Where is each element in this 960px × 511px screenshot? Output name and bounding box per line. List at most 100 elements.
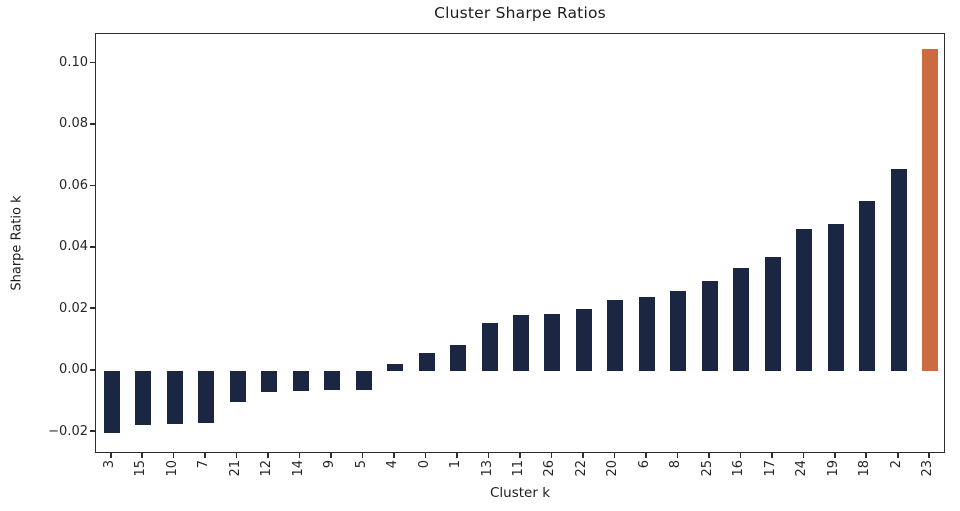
- bar-cluster-11: [513, 314, 529, 371]
- plot-area: [95, 33, 945, 453]
- bar-cluster-14: [292, 370, 309, 391]
- bar-cluster-16: [733, 267, 750, 371]
- y-tick-mark-0.06: [90, 184, 95, 187]
- x-tick-mark-5: [361, 453, 364, 458]
- x-tick-mark-12: [267, 453, 269, 458]
- x-tick-mark-7: [204, 453, 206, 458]
- x-tick-mark-19: [834, 453, 836, 458]
- x-tick-label-19: 19: [825, 460, 841, 477]
- x-tick-mark-14: [298, 453, 301, 458]
- x-tick-label-2: 2: [888, 460, 904, 469]
- y-tick-mark-0.02: [90, 307, 95, 310]
- x-tick-mark-2: [896, 453, 899, 458]
- x-tick-mark-17: [771, 453, 773, 458]
- x-tick-mark-20: [613, 453, 616, 458]
- x-tick-mark-26: [550, 453, 553, 458]
- x-tick-mark-16: [739, 453, 742, 458]
- x-tick-label-17: 17: [762, 460, 778, 477]
- x-tick-mark-18: [865, 453, 868, 458]
- bar-cluster-12: [261, 370, 278, 392]
- y-axis-label: Sharpe Ratio k: [9, 195, 25, 291]
- bar-cluster-20: [607, 299, 624, 371]
- x-tick-mark-8: [676, 453, 679, 458]
- bar-cluster-25: [701, 280, 718, 371]
- x-tick-label-8: 8: [668, 460, 684, 469]
- bar-cluster-17: [764, 257, 781, 371]
- bar-cluster-15: [135, 370, 152, 425]
- x-tick-mark-21: [235, 453, 238, 458]
- x-tick-label-3: 3: [101, 460, 117, 469]
- bar-cluster-24: [796, 228, 813, 371]
- bar-cluster-26: [544, 313, 561, 371]
- x-tick-label-15: 15: [133, 460, 149, 477]
- x-tick-label-1: 1: [448, 460, 464, 469]
- bar-cluster-23: [922, 49, 939, 371]
- bar-cluster-0: [418, 353, 435, 371]
- x-tick-mark-10: [172, 453, 175, 458]
- bar-cluster-21: [229, 370, 246, 402]
- y-tick-label-−0.02: −0.02: [48, 423, 88, 439]
- x-tick-mark-15: [141, 453, 144, 458]
- x-tick-mark-6: [645, 453, 647, 458]
- y-tick-label-0.06: 0.06: [59, 177, 88, 193]
- bar-cluster-6: [638, 297, 655, 371]
- bar-cluster-19: [827, 223, 844, 371]
- x-tick-label-21: 21: [227, 460, 243, 477]
- x-tick-label-6: 6: [636, 460, 652, 469]
- x-tick-label-10: 10: [164, 460, 180, 477]
- bar-cluster-18: [859, 201, 876, 371]
- x-tick-label-23: 23: [920, 460, 936, 477]
- x-tick-mark-13: [487, 453, 490, 458]
- x-tick-label-12: 12: [259, 460, 275, 477]
- x-tick-mark-23: [928, 453, 931, 458]
- x-tick-label-5: 5: [353, 460, 369, 469]
- y-tick-mark-0.04: [90, 246, 95, 248]
- x-tick-mark-22: [582, 453, 584, 458]
- x-tick-label-25: 25: [699, 460, 715, 477]
- x-tick-mark-0: [424, 453, 427, 458]
- x-tick-mark-9: [330, 453, 332, 458]
- bar-cluster-2: [890, 168, 907, 371]
- x-tick-label-14: 14: [290, 460, 306, 477]
- bar-cluster-5: [355, 370, 372, 391]
- x-tick-label-4: 4: [385, 460, 401, 469]
- bar-cluster-10: [166, 370, 183, 424]
- x-tick-label-7: 7: [196, 460, 212, 469]
- x-tick-label-13: 13: [479, 460, 495, 477]
- y-tick-label-0.08: 0.08: [59, 116, 88, 132]
- x-tick-label-11: 11: [511, 460, 526, 477]
- y-tick-label-0.04: 0.04: [59, 239, 88, 255]
- x-tick-label-18: 18: [857, 460, 873, 477]
- x-tick-label-0: 0: [416, 460, 432, 469]
- bar-cluster-13: [481, 322, 498, 371]
- x-tick-mark-11: [519, 453, 521, 458]
- x-tick-mark-4: [393, 453, 395, 458]
- x-tick-label-26: 26: [542, 460, 558, 477]
- x-tick-mark-1: [456, 453, 458, 458]
- bar-cluster-3: [103, 370, 120, 434]
- y-tick-label-0.10: 0.10: [59, 54, 88, 70]
- x-tick-label-16: 16: [731, 460, 747, 477]
- bar-cluster-1: [450, 344, 467, 371]
- bar-cluster-8: [670, 290, 687, 371]
- chart-title: Cluster Sharpe Ratios: [434, 4, 606, 22]
- x-tick-label-24: 24: [794, 460, 810, 477]
- y-tick-mark-0.10: [90, 61, 95, 64]
- x-tick-label-9: 9: [322, 460, 338, 469]
- bar-cluster-22: [575, 309, 592, 371]
- bar-cluster-9: [324, 370, 341, 391]
- bar-cluster-7: [198, 370, 215, 423]
- bar-cluster-4: [387, 364, 404, 371]
- x-tick-mark-3: [109, 453, 112, 458]
- x-tick-mark-24: [802, 453, 805, 458]
- y-tick-label-0.02: 0.02: [59, 300, 88, 316]
- x-axis-label: Cluster k: [489, 485, 551, 501]
- x-tick-label-20: 20: [605, 460, 621, 477]
- x-tick-mark-25: [708, 453, 710, 458]
- y-tick-mark-0.00: [90, 368, 95, 371]
- x-tick-label-22: 22: [573, 460, 589, 477]
- y-tick-mark-0.08: [90, 123, 95, 125]
- y-tick-mark-−0.02: [90, 430, 95, 432]
- y-tick-label-0.00: 0.00: [59, 362, 88, 378]
